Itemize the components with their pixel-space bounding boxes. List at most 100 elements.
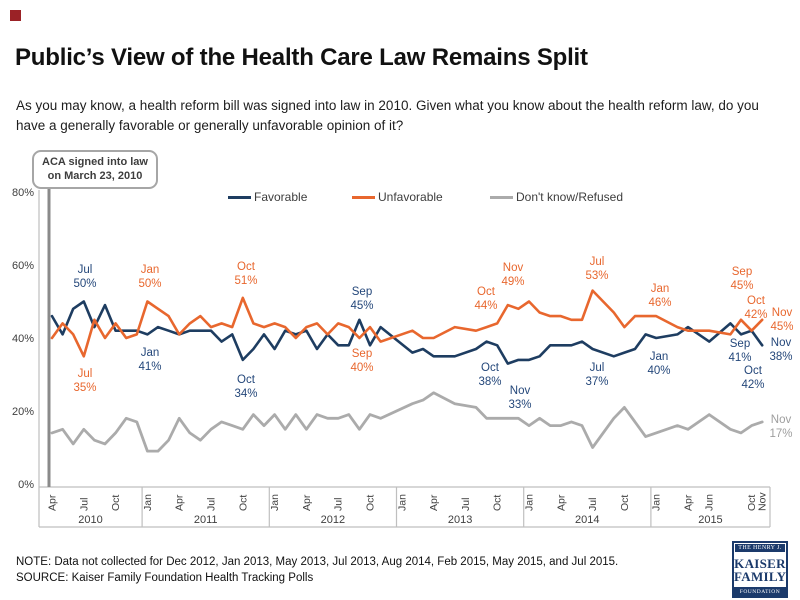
x-month-label: Nov (757, 492, 769, 511)
point-label-month: Sep (351, 348, 373, 360)
unfavorable-point-label: Sep 45% (730, 265, 753, 293)
favorable-point-label: Nov 33% (508, 384, 531, 412)
x-year-label: 2014 (575, 514, 599, 526)
x-month-label: Jul (587, 498, 599, 511)
point-label-value: 44% (474, 300, 498, 312)
x-month-label: Jul (206, 498, 218, 511)
x-month-label: Apr (555, 494, 567, 511)
x-month-label: Jan (524, 494, 536, 511)
note-text: NOTE: Data not collected for Dec 2012, J… (16, 556, 619, 568)
x-month-label: Jan (651, 494, 663, 511)
x-month-label: Oct (492, 495, 504, 511)
point-label-value: 42% (744, 309, 768, 321)
unfavorable-point-label: Oct 42% (744, 294, 767, 322)
aca-annotation-line1: ACA signed into law (42, 156, 148, 168)
point-label-month: Oct (477, 286, 495, 298)
favorable-point-label: Oct 42% (741, 364, 764, 392)
point-label-month: Oct (237, 261, 255, 273)
favorable-point-label: Sep 45% (350, 285, 373, 313)
survey-question-text: As you may know, a health reform bill wa… (16, 98, 759, 134)
unfavorable-point-label: Nov 49% (501, 261, 524, 289)
x-month-label: Apr (174, 494, 186, 511)
point-label-value: 33% (508, 399, 532, 411)
favorable-line-swatch (228, 195, 251, 199)
unfavorable-point-label: Jan 50% (138, 263, 161, 291)
unfavorable-point-label: Sep 40% (350, 347, 373, 375)
point-label-value: 45% (350, 300, 374, 312)
favorable-point-label: Oct 38% (478, 361, 501, 389)
legend-label-unfavorable: Unfavorable (378, 190, 443, 204)
point-label-month: Nov (502, 262, 524, 274)
dontknow-line (50, 391, 764, 453)
brand-red-square (10, 10, 21, 21)
dontknow-line-swatch (490, 195, 513, 199)
x-month-label: Jul (460, 498, 472, 511)
unfavorable-line (50, 289, 764, 358)
x-month-label: Apr (683, 494, 695, 511)
point-label-month: Jan (650, 283, 670, 295)
unfavorable-point-label: Jan 46% (648, 282, 671, 310)
point-label-month: Sep (731, 266, 753, 278)
kff-logo-henry-j: THE HENRY J. (734, 543, 786, 553)
x-month-label: Oct (365, 495, 377, 511)
point-label-month: Oct (481, 362, 499, 374)
point-label-value: 37% (585, 376, 609, 388)
point-label-value: 50% (138, 278, 162, 290)
legend-label-dontknow: Don't know/Refused (516, 190, 624, 204)
x-month-label: Jul (78, 498, 90, 511)
point-label-month: Nov (509, 385, 531, 397)
legend-item-unfavorable: Unfavorable (352, 190, 443, 204)
point-label-month: Jul (77, 368, 93, 380)
page-title: Public’s View of the Health Care Law Rem… (15, 44, 588, 72)
point-label-value: 42% (741, 379, 765, 391)
point-label-value: 46% (648, 297, 672, 309)
favorable-point-label: Jul 50% (73, 263, 96, 291)
point-label-month: Jul (77, 264, 93, 276)
kff-logo-kaiser: KAISER (734, 556, 786, 571)
x-month-label: Jan (142, 494, 154, 511)
favorable-point-label: Oct 34% (234, 373, 257, 401)
x-month-label: Apr (428, 494, 440, 511)
legend-item-favorable: Favorable (228, 190, 307, 204)
point-label-value: 35% (73, 382, 97, 394)
y-tick-label: 20% (12, 406, 34, 418)
x-month-label: Jan (269, 494, 281, 511)
unfavorable-point-label: Nov 45% (770, 306, 793, 334)
favorable-point-label: Jan 40% (647, 350, 670, 378)
x-month-label: Jun (704, 494, 716, 511)
x-month-label: Oct (746, 495, 758, 511)
y-tick-label: 60% (12, 260, 34, 272)
point-label-month: Oct (237, 374, 255, 386)
chart-legend: Favorable Unfavorable Don't know/Refused (0, 190, 800, 206)
point-label-month: Jul (589, 256, 605, 268)
point-label-value: 51% (234, 275, 258, 287)
kff-logo-foundation: FOUNDATION (739, 589, 781, 595)
aca-annotation-line2: on March 23, 2010 (47, 170, 143, 183)
point-label-value: 38% (769, 351, 793, 363)
favorable-point-label: Nov 38% (769, 336, 792, 364)
x-month-label: Apr (47, 494, 59, 511)
legend-label-favorable: Favorable (254, 190, 308, 204)
point-label-value: 40% (350, 362, 374, 374)
point-label-month: Nov (770, 337, 792, 349)
kff-logo: THE HENRY J. KAISER FAMILY FOUNDATION (732, 541, 788, 598)
point-label-month: Nov (771, 307, 793, 319)
point-label-month: Oct (744, 365, 762, 377)
x-month-label: Oct (110, 495, 122, 511)
point-label-month: Jul (589, 362, 605, 374)
point-label-value: 41% (138, 361, 162, 373)
legend-item-dontknow: Don't know/Refused (490, 190, 623, 204)
point-label-value: 38% (478, 376, 502, 388)
x-month-label: Jul (333, 498, 345, 511)
favorable-line (50, 300, 764, 365)
point-label-month: Jan (140, 264, 160, 276)
unfavorable-point-label: Oct 51% (234, 260, 257, 288)
point-label-month: Nov (770, 414, 792, 426)
unfavorable-point-label: Jul 53% (585, 255, 608, 283)
aca-annotation-box: ACA signed into law on March 23, 2010 (32, 150, 158, 189)
point-label-value: 17% (769, 428, 793, 440)
point-label-month: Sep (351, 286, 373, 298)
